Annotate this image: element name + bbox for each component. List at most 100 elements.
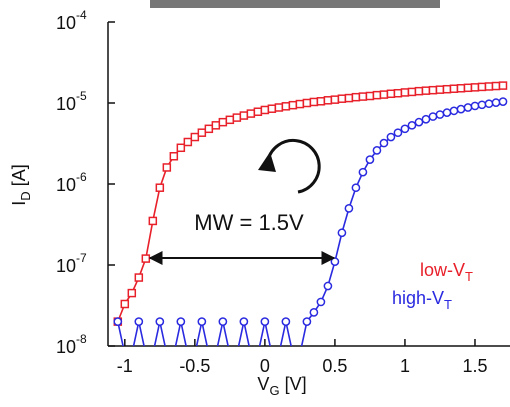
y-tick-label: 10-8 — [56, 332, 87, 357]
y-tick-base: 10 — [56, 337, 76, 357]
data-point — [260, 105, 270, 115]
data-point — [456, 84, 466, 93]
data-point — [197, 317, 207, 326]
data-point — [204, 124, 214, 134]
data-point — [344, 93, 354, 103]
data-point — [365, 91, 375, 101]
data-point — [167, 367, 174, 374]
data-point — [400, 124, 410, 134]
data-point — [176, 317, 186, 326]
data-point — [323, 281, 333, 291]
data-point — [267, 104, 277, 113]
data-point — [421, 114, 431, 124]
data-point — [351, 183, 361, 193]
data-point — [358, 92, 368, 101]
data-point — [239, 317, 249, 326]
data-point — [246, 109, 256, 118]
x-tick-label: -0.5 — [179, 356, 210, 376]
data-point — [176, 143, 186, 153]
data-point — [449, 106, 459, 116]
data-point — [414, 117, 424, 127]
data-point — [344, 204, 354, 213]
data-point — [127, 288, 137, 298]
y-tick-base: 10 — [56, 256, 76, 276]
y-tick-exponent: -8 — [76, 332, 87, 346]
x-tick-label: -1 — [117, 356, 133, 376]
data-point — [484, 99, 494, 109]
data-point — [281, 317, 291, 326]
data-point — [484, 82, 494, 91]
data-point — [470, 101, 480, 111]
data-point — [218, 117, 228, 127]
data-point — [148, 216, 158, 226]
data-point — [239, 111, 249, 120]
data-point — [309, 308, 319, 317]
data-point — [442, 84, 452, 94]
data-point — [414, 86, 424, 96]
legend-subscript: T — [465, 269, 473, 284]
data-point — [251, 367, 258, 374]
data-point — [230, 367, 237, 374]
data-point — [134, 273, 144, 282]
series-layer — [113, 81, 508, 374]
y-tick-exponent: -7 — [76, 251, 87, 265]
data-point — [146, 367, 153, 374]
data-point — [372, 90, 382, 100]
series-line — [117, 84, 504, 322]
y-tick-label: 10-5 — [56, 89, 87, 114]
x-tick-label: 0.5 — [322, 356, 347, 376]
data-point — [272, 367, 279, 374]
x-tick-label: 0 — [260, 356, 270, 376]
data-point — [302, 317, 312, 326]
x-tick-label: 1.5 — [462, 356, 487, 376]
data-point — [162, 163, 172, 172]
data-point — [365, 155, 375, 164]
hysteresis-arrow — [266, 138, 321, 194]
data-point — [477, 82, 487, 92]
data-point — [386, 89, 396, 99]
data-point — [463, 103, 473, 112]
data-point — [302, 98, 312, 108]
data-point — [358, 167, 368, 177]
data-point — [477, 100, 487, 110]
data-point — [134, 317, 144, 326]
data-point — [449, 84, 459, 93]
data-point — [498, 97, 508, 106]
data-point — [197, 128, 207, 137]
y-tick-label: 10-7 — [56, 251, 87, 276]
data-point — [400, 88, 410, 97]
y-tick-exponent: -5 — [76, 89, 87, 103]
data-point — [435, 85, 445, 94]
data-point — [155, 183, 165, 192]
x-tick-label: 1 — [400, 356, 410, 376]
series-line — [117, 100, 504, 346]
data-point — [169, 152, 179, 161]
data-point — [470, 83, 480, 92]
data-point — [456, 104, 466, 114]
y-axis-label: ID [A] — [9, 164, 33, 205]
hysteresis-arrowhead — [258, 152, 276, 172]
data-point — [211, 121, 221, 130]
data-point — [393, 88, 403, 98]
data-point — [498, 81, 508, 90]
data-point — [274, 103, 284, 112]
y-tick-base: 10 — [56, 13, 76, 33]
data-point — [428, 85, 438, 95]
y-tick-base: 10 — [56, 94, 76, 114]
data-point — [337, 228, 347, 238]
data-point — [141, 254, 151, 263]
data-point — [351, 92, 361, 102]
data-point — [281, 102, 291, 111]
data-point — [407, 120, 417, 130]
y-tick-label: 10-4 — [56, 8, 87, 33]
x-axis-label: VG [V] — [257, 374, 306, 398]
data-point — [316, 97, 326, 106]
y-tick-label: 10-6 — [56, 170, 87, 195]
data-point — [225, 115, 235, 125]
data-point — [323, 96, 333, 105]
data-point — [183, 137, 193, 147]
data-point — [293, 367, 300, 374]
legend-subscript: T — [444, 297, 452, 312]
y-tick-base: 10 — [56, 175, 76, 195]
